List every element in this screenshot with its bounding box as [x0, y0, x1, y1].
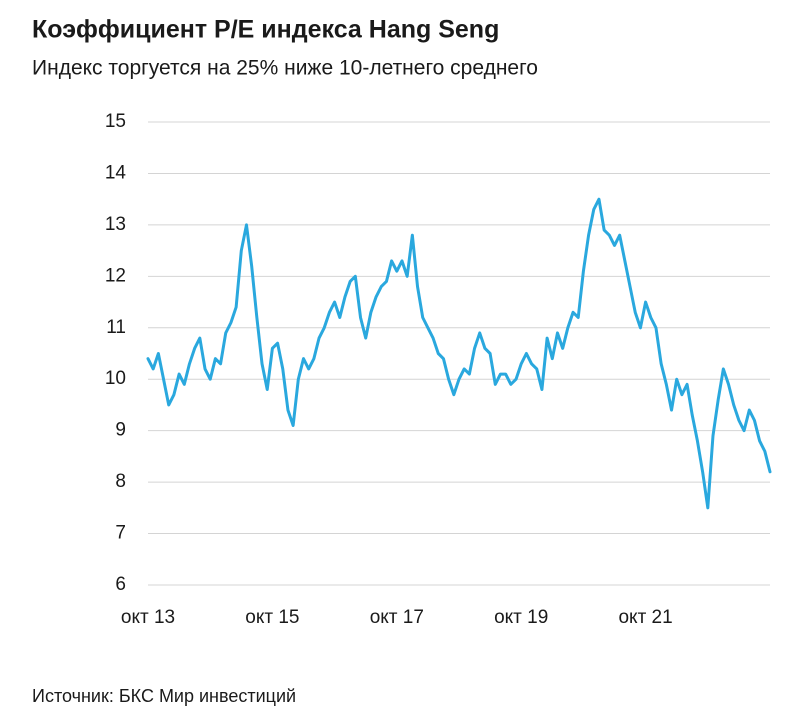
chart-subtitle: Индекс торгуется на 25% ниже 10-летнего …: [32, 57, 538, 80]
y-tick-label: 7: [115, 523, 126, 544]
x-tick-label: окт 15: [245, 607, 299, 628]
y-tick-label: 10: [105, 368, 126, 389]
y-tick-label: 12: [105, 265, 126, 286]
y-tick-label: 6: [115, 574, 126, 595]
data-line: [146, 197, 772, 510]
y-tick-label: 8: [115, 471, 126, 492]
x-tick-label: окт 19: [494, 607, 548, 628]
x-tick-label: окт 21: [618, 607, 672, 628]
y-tick-label: 14: [105, 162, 127, 183]
y-tick-label: 9: [115, 420, 126, 441]
y-tick-label: 15: [105, 111, 126, 132]
y-tick-label: 13: [105, 214, 126, 235]
x-tick-label: окт 13: [121, 607, 175, 628]
chart-title: Коэффициент P/E индекса Hang Seng: [32, 16, 499, 44]
y-tick-label: 11: [106, 317, 126, 338]
x-tick-label: окт 17: [370, 607, 424, 628]
source-note: Источник: БКС Мир инвестиций: [32, 686, 296, 706]
